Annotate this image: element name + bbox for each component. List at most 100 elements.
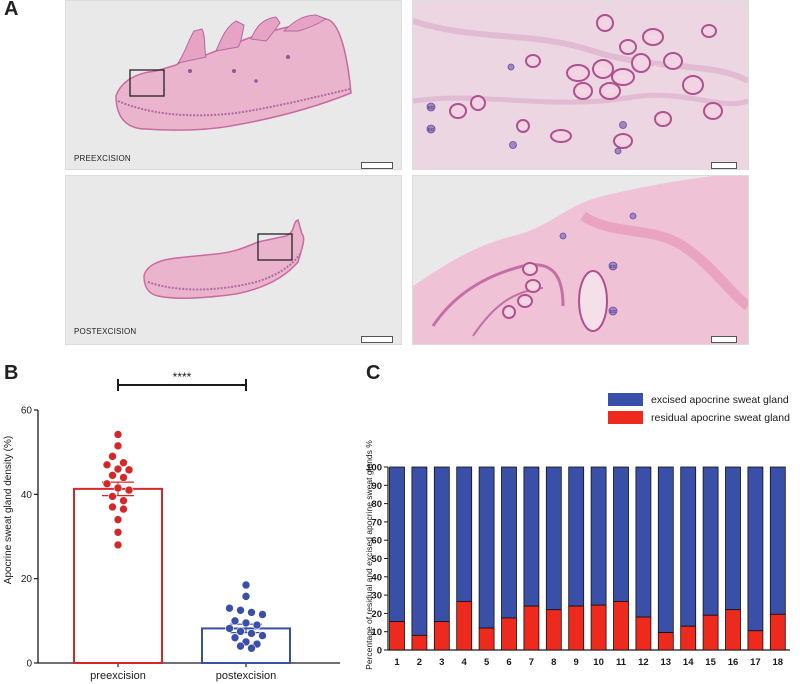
y-tick-label: 90: [371, 481, 382, 492]
bar-excised-9: [568, 466, 585, 607]
bar-residual-7: [523, 605, 540, 651]
bar-excised-5: [478, 466, 495, 629]
scale-bar: [361, 336, 393, 343]
svg-text:EG: EG: [428, 105, 435, 110]
x-tick-label-4: 4: [462, 657, 468, 668]
x-tick-label-15: 15: [705, 657, 716, 668]
data-point-postexcision: [258, 610, 267, 619]
bar-residual-2: [411, 634, 428, 651]
bar-excised-18: [769, 466, 786, 615]
x-tick-label-16: 16: [728, 657, 739, 668]
svg-text:AG: AG: [574, 71, 581, 77]
bar-residual-10: [590, 604, 607, 651]
bar-excised-3: [433, 466, 450, 623]
data-point-postexcision: [247, 629, 256, 638]
bar-excised-4: [456, 466, 473, 602]
data-point-preexcision: [108, 471, 117, 480]
y-tick-label: 60: [21, 406, 33, 417]
data-point-preexcision: [102, 479, 112, 489]
bar-residual-14: [680, 625, 697, 651]
bar-residual-13: [657, 632, 674, 651]
data-point-postexcision: [225, 624, 234, 633]
svg-text:AG: AG: [579, 89, 586, 95]
data-point-postexcision: [230, 633, 240, 643]
bar-excised-13: [657, 466, 674, 634]
bar-residual-16: [725, 609, 741, 651]
bar-residual-12: [635, 616, 652, 651]
x-tick-label-9: 9: [574, 657, 579, 668]
legend-label-excised: excised apocrine sweat gland: [651, 394, 789, 406]
bar-residual-9: [568, 605, 585, 651]
data-point-postexcision: [236, 605, 245, 615]
y-tick-label: 70: [371, 517, 382, 528]
panel-label-a: A: [4, 0, 19, 20]
bar-residual-1: [389, 621, 405, 651]
y-tick-label: 0: [26, 659, 32, 670]
svg-text:AG: AG: [606, 89, 613, 95]
y-tick-label: 60: [371, 536, 382, 547]
y-tick-label: 40: [21, 490, 33, 501]
histology-postexcision-overview: POSTEXCISION: [65, 175, 402, 345]
bar-excised-14: [680, 466, 697, 627]
data-point-preexcision: [108, 502, 117, 512]
data-point-postexcision: [258, 631, 267, 640]
x-tick-label-7: 7: [529, 657, 534, 668]
density-dotplot-chart: Apocrine sweat gland density (%) 0 20 40 60…: [3, 370, 340, 682]
y-tick-label: 40: [371, 572, 382, 583]
data-point-preexcision: [119, 473, 128, 482]
data-point-preexcision: [113, 540, 123, 550]
svg-text:AG: AG: [601, 21, 608, 27]
x-tick-label-18: 18: [773, 657, 784, 668]
bar-excised-8: [545, 466, 562, 611]
data-point-postexcision: [247, 643, 256, 653]
y-tick-label: 50: [371, 554, 382, 565]
panel-label-b: B: [4, 362, 19, 384]
data-point-postexcision: [230, 616, 240, 626]
x-tick-label-11: 11: [616, 657, 627, 668]
scale-bar: [711, 162, 737, 169]
svg-text:EG: EG: [610, 309, 617, 314]
data-point-preexcision: [108, 492, 117, 501]
bar-excised-1: [389, 466, 405, 623]
significance-label: ****: [173, 370, 192, 384]
x-tick-label-1: 1: [394, 657, 400, 668]
x-tick-label-3: 3: [439, 657, 444, 668]
svg-text:AG: AG: [521, 299, 528, 305]
bar-excised-17: [747, 466, 764, 632]
histology-postexcision-zoom: AG AG AG EG EG: [412, 175, 749, 345]
panel-label-c: C: [366, 362, 381, 384]
bar-residual-18: [769, 613, 786, 651]
histology-preexcision-zoom: AG AG AG AG AG AG AG AG EG EG: [412, 0, 749, 170]
data-point-preexcision: [113, 441, 123, 451]
bar-residual-6: [501, 617, 517, 651]
y-axis-label: Apocrine sweat gland density (%): [3, 436, 14, 584]
bar-residual-8: [545, 609, 562, 651]
x-tick-label-preexcision: preexcision: [90, 670, 146, 682]
x-tick-label-2: 2: [417, 657, 422, 668]
x-tick-label-17: 17: [750, 657, 761, 668]
y-axis-label: Percentage of residual and excised apocr…: [364, 440, 374, 670]
bar-excised-15: [702, 466, 719, 616]
bar-residual-11: [613, 601, 629, 651]
bar-residual-15: [702, 614, 719, 651]
bar-excised-12: [635, 466, 652, 618]
y-tick-label: 30: [371, 591, 382, 602]
y-tick-label: 20: [371, 609, 382, 620]
preexcision-caption: PREEXCISION: [74, 154, 131, 163]
scale-bar: [711, 336, 737, 343]
svg-text:EG: EG: [610, 264, 617, 269]
svg-text:AG: AG: [599, 67, 606, 73]
x-tick-label-8: 8: [551, 657, 556, 668]
data-point-postexcision: [236, 641, 245, 651]
svg-text:AG: AG: [619, 75, 626, 81]
stacked-percentage-chart: Percentage of residual and excised apocr…: [364, 393, 790, 670]
data-point-postexcision: [241, 618, 251, 628]
data-point-postexcision: [247, 608, 256, 617]
data-point-preexcision: [102, 460, 112, 470]
data-point-postexcision: [241, 592, 251, 601]
y-tick-label: 0: [377, 646, 382, 657]
x-tick-label-12: 12: [638, 657, 649, 668]
bar-excised-7: [523, 466, 540, 607]
data-point-preexcision: [124, 485, 134, 495]
svg-text:AG: AG: [529, 284, 536, 290]
